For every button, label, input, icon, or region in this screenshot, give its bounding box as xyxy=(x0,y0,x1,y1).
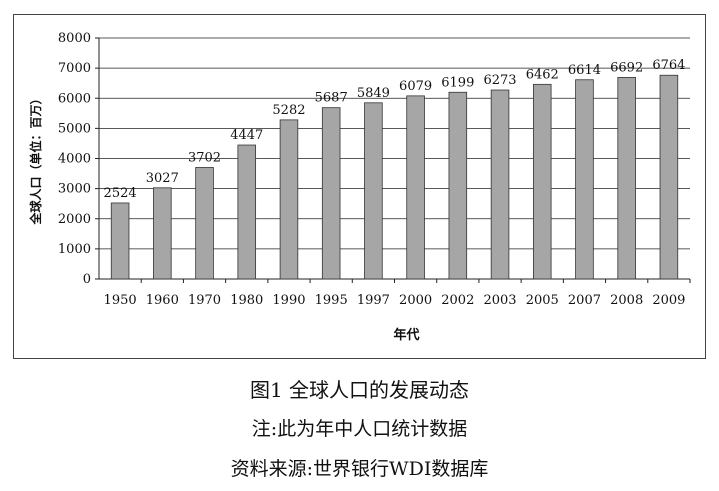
bar xyxy=(110,202,130,280)
bar xyxy=(279,119,299,280)
y-tick-label: 4000 xyxy=(58,152,91,167)
data-label: 6692 xyxy=(610,60,643,75)
bar xyxy=(448,91,468,280)
x-tick-label: 1970 xyxy=(188,293,221,308)
figure-title: 图1 全球人口的发展动态 xyxy=(249,378,470,402)
x-tick-label: 1960 xyxy=(146,293,179,308)
y-tick-label: 3000 xyxy=(58,182,91,197)
bar xyxy=(195,167,214,280)
bar xyxy=(364,102,383,280)
data-label: 6273 xyxy=(483,73,516,88)
data-label: 2524 xyxy=(104,186,137,201)
x-tick-label: 2007 xyxy=(568,293,601,308)
x-tick-label: 2003 xyxy=(483,293,516,308)
bar xyxy=(153,187,172,280)
y-tick-label: 2000 xyxy=(58,212,91,227)
figure-note: 注:此为年中人口统计数据 xyxy=(251,418,468,440)
data-label: 3027 xyxy=(146,171,179,186)
x-tick-label: 2002 xyxy=(441,293,474,308)
x-axis-title: 年代 xyxy=(393,327,419,343)
data-label: 6199 xyxy=(441,75,474,90)
data-label: 6079 xyxy=(399,79,432,94)
data-label: 5849 xyxy=(357,86,390,101)
y-tick-label: 5000 xyxy=(58,121,91,136)
bar xyxy=(237,144,257,280)
bar xyxy=(490,89,510,280)
data-label: 4447 xyxy=(230,128,263,143)
x-tick-label: 2000 xyxy=(399,293,432,308)
y-tick-label: 0 xyxy=(83,272,91,287)
data-label: 6462 xyxy=(526,67,559,82)
data-label: 5687 xyxy=(315,91,348,106)
y-axis-title: 全球人口（单位：百万） xyxy=(28,92,43,225)
data-label: 3702 xyxy=(188,150,221,165)
bar-chart: 0 1000 2000 3000 4000 5000 6000 7000 8000 2524 195… xyxy=(28,31,691,343)
y-tick-label: 7000 xyxy=(58,61,91,76)
data-label: 6614 xyxy=(568,63,601,78)
data-label: 6764 xyxy=(652,58,685,73)
x-tick-label: 1995 xyxy=(315,293,348,308)
bar xyxy=(406,95,425,280)
chart-frame: 0 1000 2000 3000 4000 5000 6000 7000 8000 2524 195… xyxy=(13,14,706,359)
y-tick-label: 6000 xyxy=(58,91,91,106)
x-tick-label: 2008 xyxy=(610,293,643,308)
bar xyxy=(617,77,636,280)
bar xyxy=(575,79,594,280)
y-tick-label: 1000 xyxy=(58,242,91,257)
y-tick-label: 8000 xyxy=(58,31,91,46)
x-tick-label: 2005 xyxy=(526,293,559,308)
bar xyxy=(321,107,341,280)
x-tick-label: 1990 xyxy=(272,293,305,308)
bar xyxy=(532,83,552,280)
bar xyxy=(659,74,679,280)
x-tick-label: 2009 xyxy=(652,293,685,308)
data-label: 5282 xyxy=(272,103,305,118)
x-tick-label: 1980 xyxy=(230,293,263,308)
x-tick-label: 1997 xyxy=(357,293,390,308)
figure-source: 资料来源:世界银行WDI数据库 xyxy=(230,458,489,480)
x-tick-label: 1950 xyxy=(104,293,137,308)
